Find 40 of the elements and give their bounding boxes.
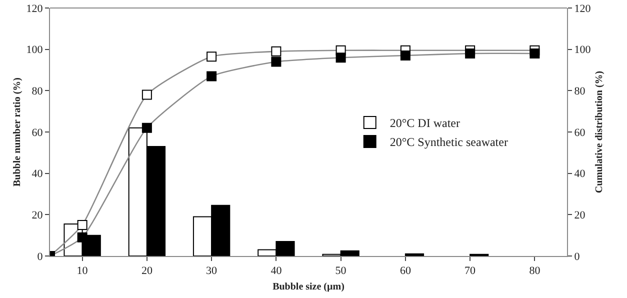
x-tick-label: 80 <box>529 265 541 278</box>
point <box>142 90 152 100</box>
point <box>336 52 346 63</box>
point <box>206 52 217 62</box>
x-tick-label: 40 <box>270 265 282 278</box>
y2-axis-title: Cumulative distribution (%) <box>594 70 605 194</box>
x-tick-label: 20 <box>141 265 153 278</box>
y2-tick-label: 40 <box>574 168 586 180</box>
y2-tick-label: 120 <box>574 2 592 15</box>
y2-tick-label: 0 <box>574 250 580 263</box>
y-tick-label: 40 <box>32 168 44 180</box>
point <box>530 48 540 58</box>
bar <box>404 253 424 256</box>
x-axis-title: Bubble size (µm) <box>272 282 344 293</box>
y-tick-label: 100 <box>26 44 44 56</box>
y-tick-label: 0 <box>37 250 44 263</box>
legend-label: 20°C Synthetic seawater <box>390 135 508 150</box>
point <box>271 56 282 67</box>
y2-tick-label: 60 <box>574 126 586 139</box>
x-tick-label: 70 <box>464 265 476 278</box>
point <box>77 220 88 230</box>
x-tick-label: 50 <box>335 265 347 278</box>
point <box>400 50 410 61</box>
point <box>465 48 476 58</box>
y2-tick-label: 100 <box>574 44 592 56</box>
x-tick-label: 60 <box>400 265 412 278</box>
y-tick-label: 60 <box>32 126 44 139</box>
y-axis-title: Bubble number ratio (%) <box>12 78 23 186</box>
x-tick-label: 10 <box>76 265 88 278</box>
y-tick-label: 80 <box>32 86 44 98</box>
y2-tick-label: 80 <box>574 86 586 98</box>
y-tick-label: 120 <box>26 2 44 15</box>
y2-tick-label: 20 <box>574 210 586 222</box>
x-tick-label: 30 <box>206 265 218 278</box>
y-tick-label: 20 <box>32 210 44 222</box>
point <box>142 122 152 133</box>
point <box>206 71 217 82</box>
point <box>77 232 88 242</box>
legend-label: 20°C DI water <box>390 116 460 130</box>
point <box>271 46 282 56</box>
